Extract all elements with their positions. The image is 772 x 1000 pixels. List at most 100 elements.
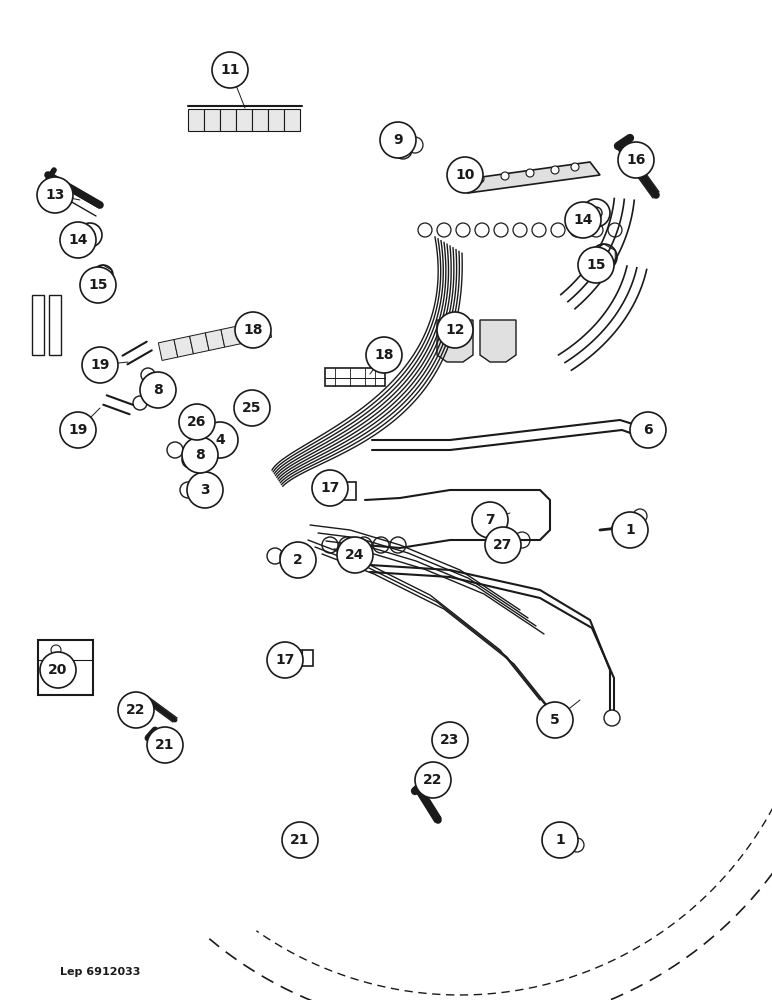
Text: 4: 4 — [215, 433, 225, 447]
Bar — [318, 482, 356, 500]
Text: 27: 27 — [493, 538, 513, 552]
Polygon shape — [158, 340, 178, 360]
Text: 21: 21 — [155, 738, 174, 752]
Circle shape — [82, 347, 118, 383]
Text: 14: 14 — [68, 233, 88, 247]
Circle shape — [212, 52, 248, 88]
Circle shape — [537, 702, 573, 738]
Circle shape — [234, 390, 270, 426]
Bar — [236, 109, 252, 131]
Text: 15: 15 — [88, 278, 108, 292]
Text: 26: 26 — [188, 415, 207, 429]
Circle shape — [476, 175, 484, 183]
Text: 18: 18 — [374, 348, 394, 362]
Text: 1: 1 — [625, 523, 635, 537]
Text: 22: 22 — [423, 773, 443, 787]
Text: 19: 19 — [68, 423, 88, 437]
Text: 3: 3 — [200, 483, 210, 497]
Bar — [32, 295, 44, 355]
Text: 18: 18 — [243, 323, 262, 337]
Text: 23: 23 — [440, 733, 459, 747]
Text: 11: 11 — [220, 63, 240, 77]
Text: 1: 1 — [555, 833, 565, 847]
Polygon shape — [205, 330, 225, 350]
Circle shape — [235, 312, 271, 348]
Circle shape — [282, 822, 318, 858]
Text: 19: 19 — [90, 358, 110, 372]
Text: 17: 17 — [276, 653, 295, 667]
Polygon shape — [174, 336, 194, 357]
Bar — [49, 295, 61, 355]
Text: 14: 14 — [574, 213, 593, 227]
Text: 24: 24 — [345, 548, 364, 562]
Text: 13: 13 — [46, 188, 65, 202]
Text: Lep 6912033: Lep 6912033 — [60, 967, 141, 977]
Polygon shape — [460, 162, 600, 193]
Circle shape — [140, 372, 176, 408]
Polygon shape — [437, 320, 473, 362]
Bar — [188, 109, 204, 131]
Circle shape — [542, 822, 578, 858]
Text: 12: 12 — [445, 323, 465, 337]
Bar — [284, 109, 300, 131]
Text: 20: 20 — [49, 663, 68, 677]
Polygon shape — [221, 326, 240, 347]
Polygon shape — [252, 320, 272, 340]
Text: 7: 7 — [485, 513, 495, 527]
Circle shape — [571, 163, 579, 171]
Circle shape — [565, 202, 601, 238]
Bar — [220, 109, 236, 131]
Circle shape — [551, 166, 559, 174]
Bar — [252, 109, 268, 131]
Bar — [325, 368, 385, 386]
Text: 21: 21 — [290, 833, 310, 847]
Circle shape — [415, 762, 451, 798]
Text: 17: 17 — [320, 481, 340, 495]
Bar — [38, 640, 93, 695]
Circle shape — [526, 169, 534, 177]
Polygon shape — [236, 323, 256, 344]
Circle shape — [118, 692, 154, 728]
Circle shape — [618, 142, 654, 178]
Text: 6: 6 — [643, 423, 653, 437]
Circle shape — [40, 652, 76, 688]
Text: 2: 2 — [293, 553, 303, 567]
Text: 22: 22 — [127, 703, 146, 717]
Text: 10: 10 — [455, 168, 475, 182]
Circle shape — [202, 422, 238, 458]
Text: 16: 16 — [626, 153, 645, 167]
Circle shape — [472, 502, 508, 538]
Circle shape — [432, 722, 468, 758]
Circle shape — [437, 312, 473, 348]
Circle shape — [267, 642, 303, 678]
Bar — [268, 109, 284, 131]
Circle shape — [380, 122, 416, 158]
Text: 8: 8 — [153, 383, 163, 397]
Text: 5: 5 — [550, 713, 560, 727]
Circle shape — [485, 527, 521, 563]
Circle shape — [447, 157, 483, 193]
Circle shape — [60, 412, 96, 448]
Circle shape — [612, 512, 648, 548]
Text: 25: 25 — [242, 401, 262, 415]
Circle shape — [501, 172, 509, 180]
Polygon shape — [480, 320, 516, 362]
Circle shape — [179, 404, 215, 440]
Text: 9: 9 — [393, 133, 403, 147]
Bar — [278, 650, 313, 666]
Bar — [204, 109, 220, 131]
Circle shape — [630, 412, 666, 448]
Circle shape — [312, 470, 348, 506]
Circle shape — [182, 437, 218, 473]
Circle shape — [37, 177, 73, 213]
Polygon shape — [190, 333, 209, 354]
Text: 8: 8 — [195, 448, 205, 462]
Circle shape — [80, 267, 116, 303]
Bar — [193, 415, 201, 443]
Text: 15: 15 — [586, 258, 606, 272]
Circle shape — [337, 537, 373, 573]
Circle shape — [366, 337, 402, 373]
Circle shape — [578, 247, 614, 283]
Circle shape — [280, 542, 316, 578]
Circle shape — [187, 472, 223, 508]
